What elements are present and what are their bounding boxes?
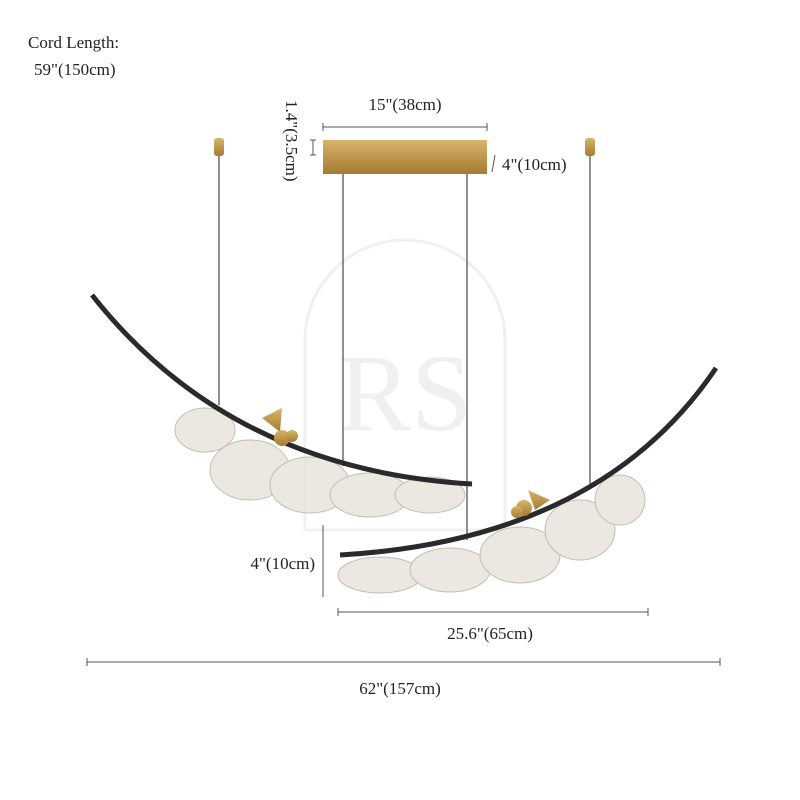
watermark: RS xyxy=(303,238,507,532)
hook xyxy=(585,138,595,156)
dimension-label: 62"(157cm) xyxy=(359,679,441,698)
feathers xyxy=(174,407,646,594)
cords xyxy=(218,155,591,540)
hook xyxy=(214,138,224,156)
dimension-lines xyxy=(86,123,721,666)
dimension-label: 4"(10cm) xyxy=(250,554,315,573)
dimension-label: 4"(10cm) xyxy=(502,155,567,174)
watermark-text: RS xyxy=(338,332,473,454)
bird xyxy=(262,408,298,446)
cord-length-label: Cord Length: xyxy=(28,33,119,52)
dimension-label: 25.6"(65cm) xyxy=(447,624,533,643)
dimension-label: 15"(38cm) xyxy=(368,95,441,114)
cord-length-value: 59"(150cm) xyxy=(34,60,116,79)
arc xyxy=(339,366,719,558)
bird xyxy=(511,490,550,518)
dimension-label: 1.4"(3.5cm) xyxy=(282,100,301,182)
arc xyxy=(90,293,473,487)
canopy xyxy=(323,140,487,174)
